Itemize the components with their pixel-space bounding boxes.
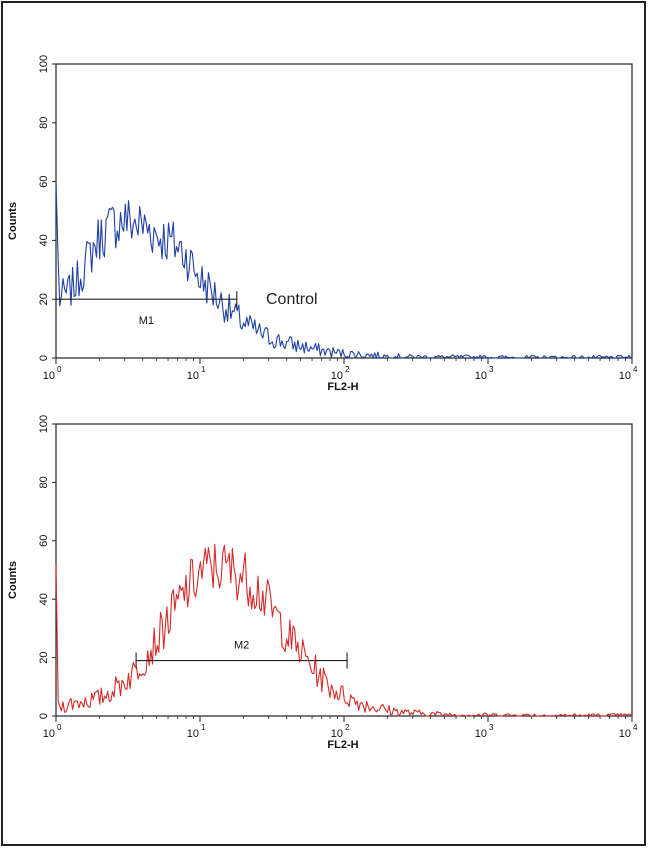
gate-label: M2 (234, 640, 249, 652)
x-tick-exponent: 0 (57, 365, 62, 374)
y-tick-label: 100 (38, 55, 50, 73)
y-tick-label: 60 (38, 535, 50, 547)
x-axis-title: FL2-H (327, 381, 358, 393)
x-tick-exponent: 1 (201, 723, 206, 732)
plot-area-border (55, 63, 633, 359)
y-axis-title: Counts (7, 202, 19, 240)
x-tick-label: 10 (43, 370, 55, 382)
y-tick-label: 0 (38, 713, 50, 719)
x-tick-exponent: 2 (345, 723, 350, 732)
x-tick-label: 10 (187, 370, 199, 382)
x-tick-label: 10 (331, 728, 343, 740)
y-axis-title: Counts (7, 561, 19, 599)
x-tick-label: 10 (187, 728, 199, 740)
histogram-series-line (55, 543, 633, 717)
y-tick-label: 40 (38, 234, 50, 246)
x-tick-label: 10 (43, 728, 55, 740)
y-tick-label: 20 (38, 293, 50, 305)
x-tick-label: 10 (619, 370, 631, 382)
y-tick-label: 0 (38, 355, 50, 361)
x-tick-label: 10 (475, 370, 487, 382)
x-tick-exponent: 1 (201, 365, 206, 374)
x-tick-exponent: 2 (345, 365, 350, 374)
x-tick-label: 10 (619, 728, 631, 740)
y-tick-label: 80 (38, 117, 50, 129)
y-tick-label: 40 (38, 593, 50, 605)
x-tick-exponent: 3 (489, 365, 494, 374)
x-axis-title: FL2-H (327, 739, 358, 751)
x-tick-label: 10 (475, 728, 487, 740)
x-tick-label: 10 (331, 370, 343, 382)
y-tick-label: 100 (38, 415, 50, 433)
control-histogram-panel: 020406080100100101102103104FL2-HCountsM1… (7, 55, 638, 393)
x-tick-exponent: 3 (489, 723, 494, 732)
gate-label: M1 (139, 315, 154, 327)
x-tick-exponent: 4 (633, 723, 638, 732)
y-tick-label: 80 (38, 476, 50, 488)
y-tick-label: 20 (38, 651, 50, 663)
x-tick-exponent: 4 (633, 365, 638, 374)
control-annotation: Control (266, 291, 318, 308)
histogram-series-line (55, 181, 633, 359)
y-tick-label: 60 (38, 175, 50, 187)
plot-area-border (55, 423, 633, 717)
x-tick-exponent: 0 (57, 723, 62, 732)
